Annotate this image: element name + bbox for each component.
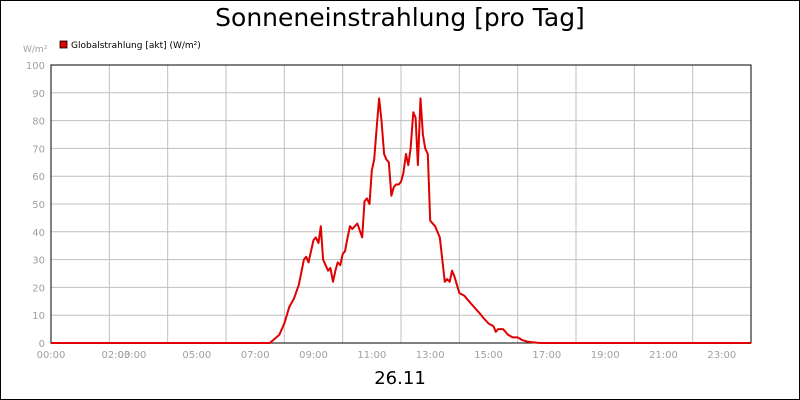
y-axis-tick-labels: 0 10 20 30 40 50 60 70 80 90 100 [26, 61, 45, 350]
y-tick-label: 30 [32, 256, 45, 267]
y-tick-label: 60 [32, 172, 45, 183]
y-tick-label: 100 [26, 61, 45, 72]
y-tick-label: 50 [32, 200, 45, 211]
legend: Globalstrahlung [akt] (W/m²) [59, 40, 201, 51]
x-tick-label: 07:00 [241, 350, 270, 361]
x-tick-label: 05:00 [182, 350, 211, 361]
y-tick-label: 80 [32, 117, 45, 128]
x-tick-label: 11:00 [357, 350, 386, 361]
series-line-globalstrahlung [51, 97, 751, 344]
y-tick-label: 0 [39, 339, 45, 350]
x-tick-label: 19:00 [591, 350, 620, 361]
chart-title: Sonneneinstrahlung [pro Tag] [215, 3, 585, 32]
y-tick-label: 40 [32, 228, 45, 239]
legend-label: Globalstrahlung [akt] (W/m²) [71, 41, 201, 51]
x-tick-label: 21:00 [649, 350, 678, 361]
y-tick-label: 10 [32, 311, 45, 322]
x-tick-label: 13:00 [416, 350, 445, 361]
plot-area-border [50, 64, 752, 344]
date-label: 26.11 [374, 368, 426, 389]
y-tick-label: 70 [32, 144, 45, 155]
x-tick-label: 23:00 [707, 350, 736, 361]
legend-swatch [59, 40, 68, 49]
x-tick-label: 00:00 [37, 350, 66, 361]
x-tick-label: 03:00 [118, 350, 147, 361]
x-tick-label: 02:00 [102, 350, 131, 361]
y-tick-label: 90 [32, 89, 45, 100]
x-tick-label: 15:00 [474, 350, 503, 361]
x-tick-label: 09:00 [299, 350, 328, 361]
grid-lines [51, 64, 751, 344]
x-tick-label: 17:00 [532, 350, 561, 361]
y-tick-label: 20 [32, 283, 45, 294]
y-axis-unit-label: W/m² [23, 45, 48, 55]
